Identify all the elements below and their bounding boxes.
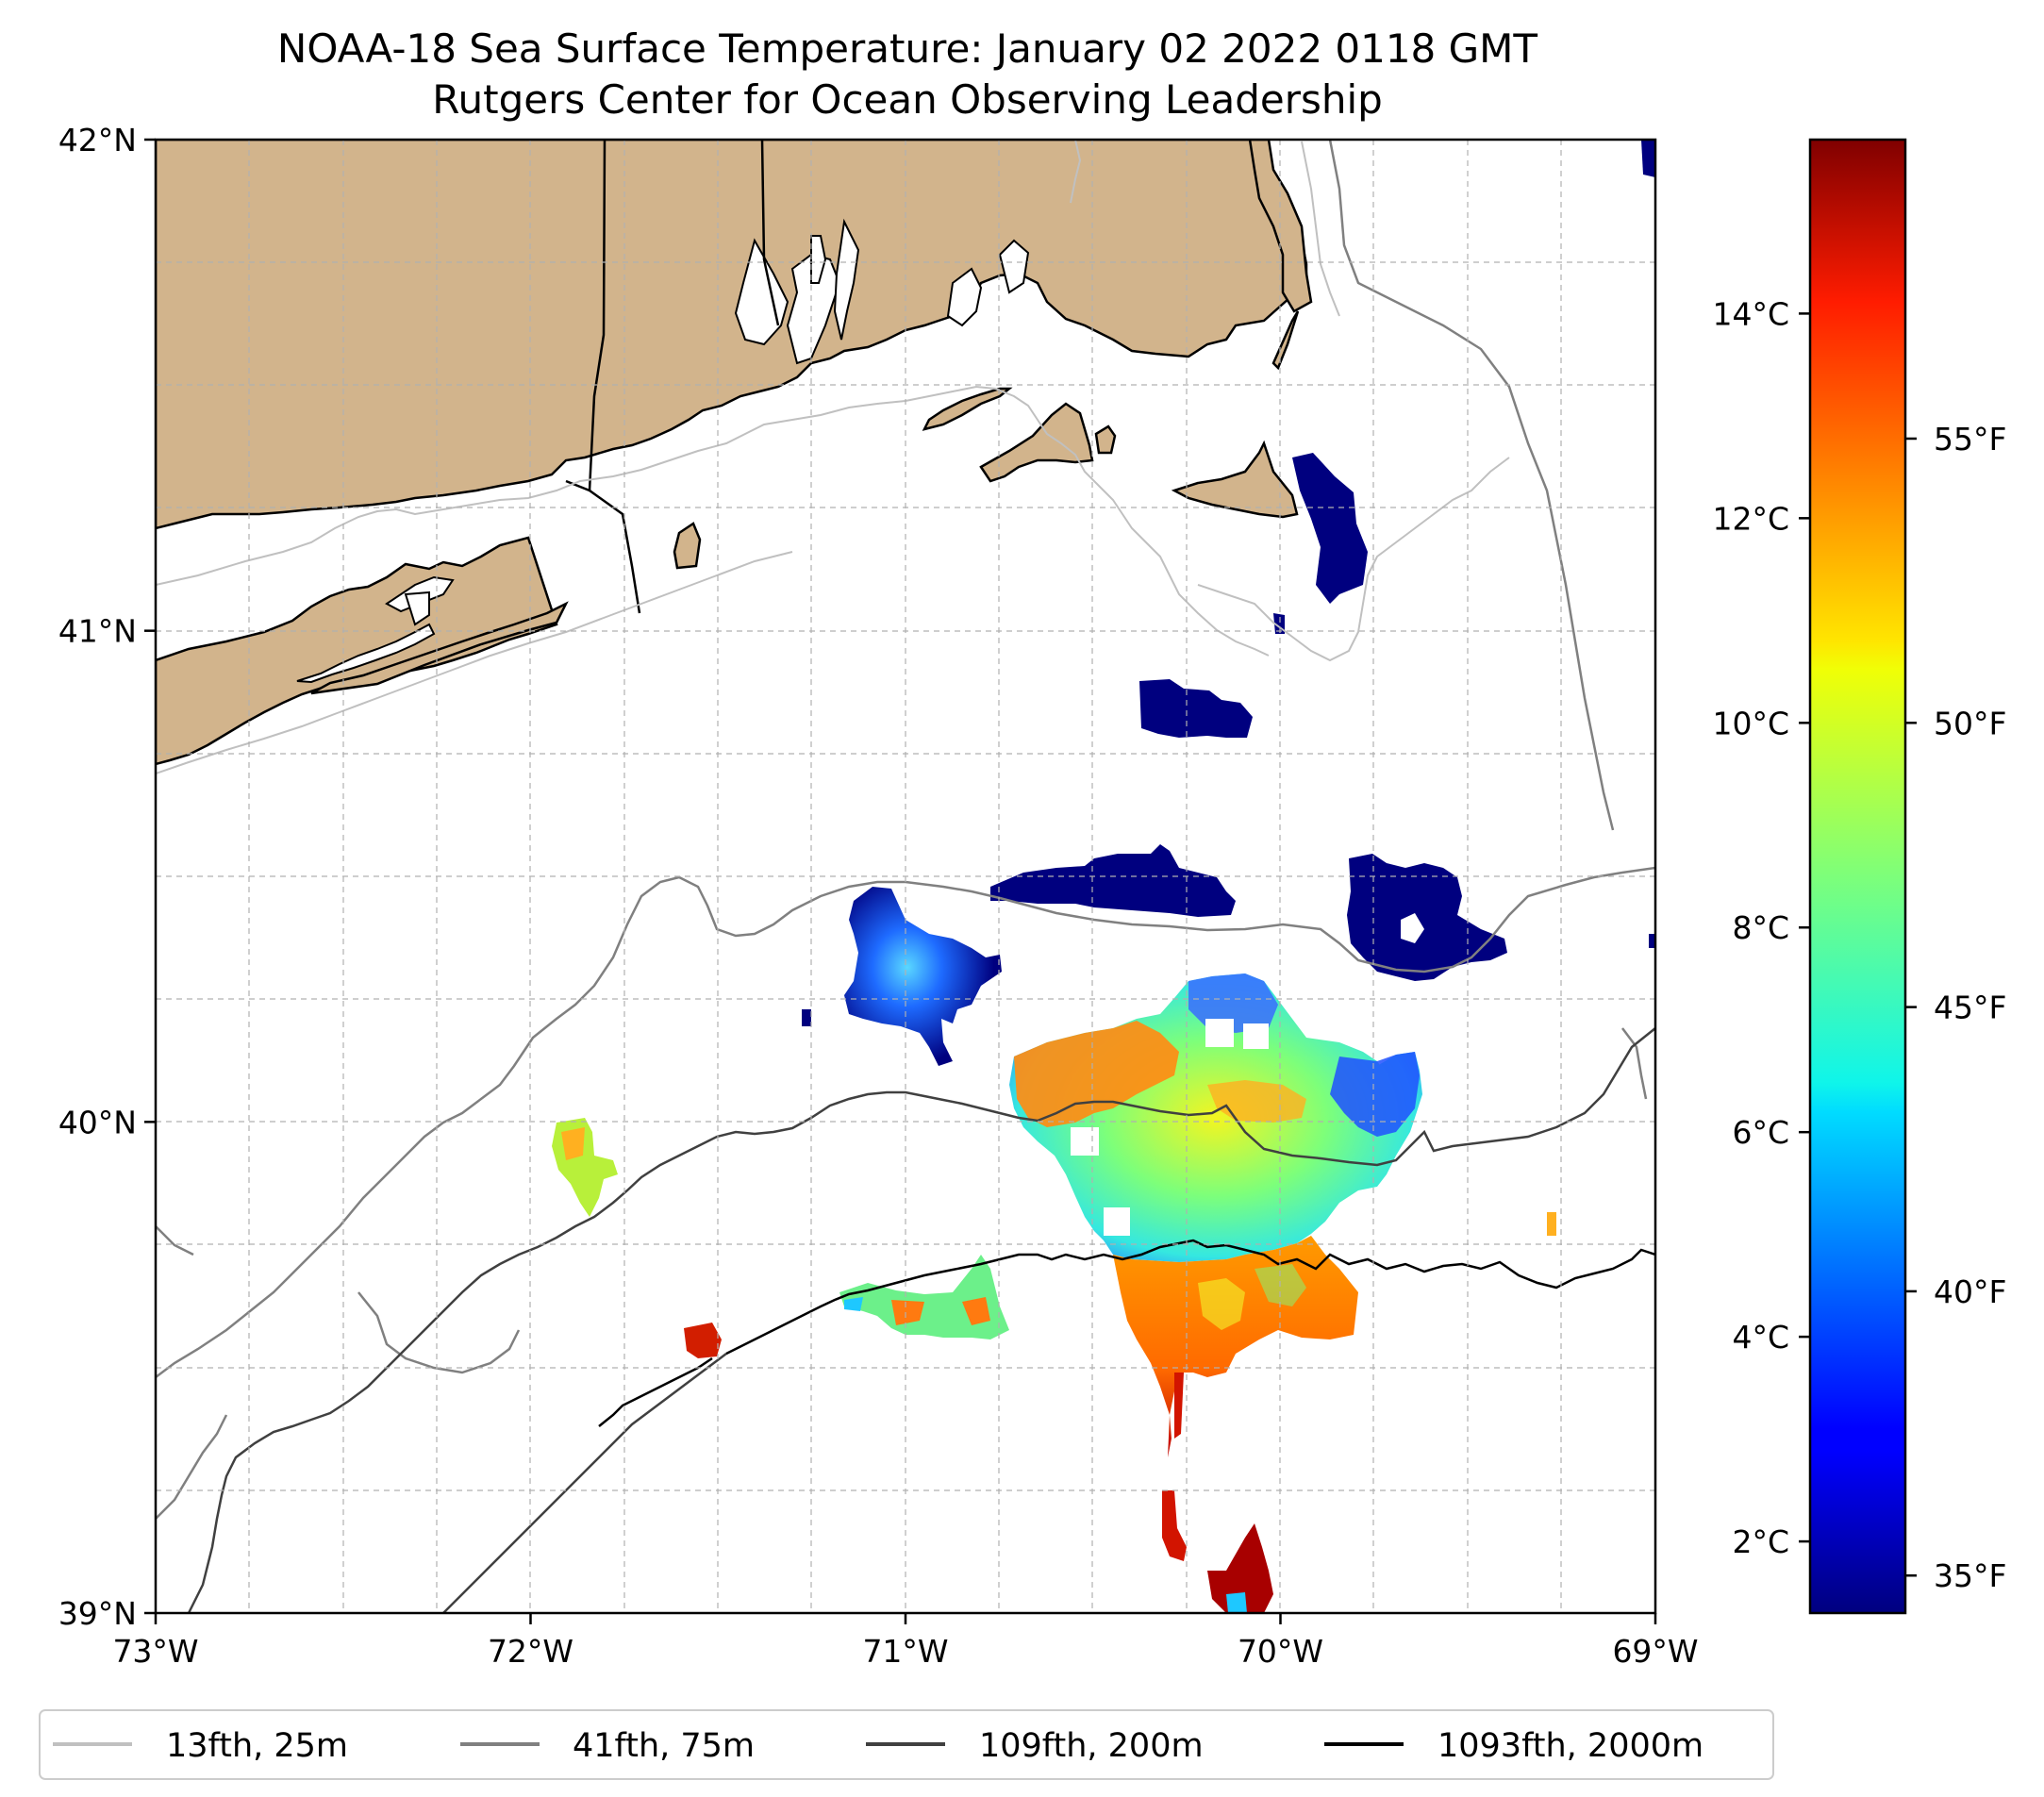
colorbar-celsius-ticks: 2°C 4°C 6°C 8°C 10°C 12°C 14°C (1712, 295, 1810, 1560)
colorbar-gradient (1810, 140, 1905, 1613)
y-tick-label: 39°N (58, 1595, 137, 1632)
colorbar-fahrenheit-tick-label: 40°F (1934, 1273, 2006, 1310)
title-line2: Rutgers Center for Ocean Observing Leade… (432, 76, 1383, 123)
colorbar-celsius-tick-label: 12°C (1712, 500, 1789, 537)
colorbar: 2°C 4°C 6°C 8°C 10°C 12°C 14°C 35°F 40°F 45°F 50°… (1712, 138, 2006, 1615)
sst-data (552, 140, 1655, 1613)
colorbar-fahrenheit-tick-label: 50°F (1934, 705, 2006, 741)
y-tick-label: 40°N (58, 1104, 137, 1140)
legend-label-2000m: 1093fth, 2000m (1437, 1727, 1703, 1765)
colorbar-fahrenheit-tick-label: 35°F (1934, 1557, 2006, 1594)
x-tick-label: 70°W (1238, 1633, 1323, 1670)
map-area (156, 140, 1655, 1613)
y-axis: 42°N 41°N 40°N 39°N (58, 122, 156, 1632)
x-tick-label: 73°W (112, 1633, 198, 1670)
bays (734, 218, 1030, 365)
colorbar-celsius-tick-label: 10°C (1712, 705, 1789, 741)
colorbar-celsius-tick-label: 8°C (1732, 909, 1789, 946)
legend-label-75m: 41fth, 75m (573, 1727, 755, 1765)
colorbar-celsius-tick-label: 2°C (1732, 1523, 1789, 1560)
x-tick-label: 71°W (862, 1633, 948, 1670)
land (156, 140, 1313, 766)
colorbar-frame (1808, 138, 1907, 1615)
gridlines (156, 140, 1655, 1613)
y-tick-label: 42°N (58, 122, 137, 158)
colorbar-celsius-tick-label: 6°C (1732, 1114, 1789, 1151)
y-tick-label: 41°N (58, 613, 137, 650)
bathymetry-contours (156, 140, 1655, 1613)
state-borders (565, 140, 780, 614)
x-axis: 73°W 72°W 71°W 70°W 69°W (112, 1613, 1699, 1670)
colorbar-fahrenheit-tick-label: 45°F (1934, 990, 2006, 1026)
colorbar-fahrenheit-tick-label: 55°F (1934, 421, 2006, 458)
x-tick-label: 72°W (488, 1633, 573, 1670)
colorbar-celsius-tick-label: 14°C (1712, 295, 1789, 332)
colorbar-fahrenheit-ticks: 35°F 40°F 45°F 50°F 55°F (1905, 421, 2006, 1594)
x-tick-label: 69°W (1612, 1633, 1698, 1670)
legend: 13fth, 25m 41fth, 75m 109fth, 200m 1093f… (39, 1709, 1774, 1780)
colorbar-celsius-tick-label: 4°C (1732, 1319, 1789, 1356)
legend-label-200m: 109fth, 200m (979, 1727, 1204, 1765)
legend-label-25m: 13fth, 25m (166, 1727, 348, 1765)
title-line1: NOAA-18 Sea Surface Temperature: January… (277, 25, 1538, 72)
